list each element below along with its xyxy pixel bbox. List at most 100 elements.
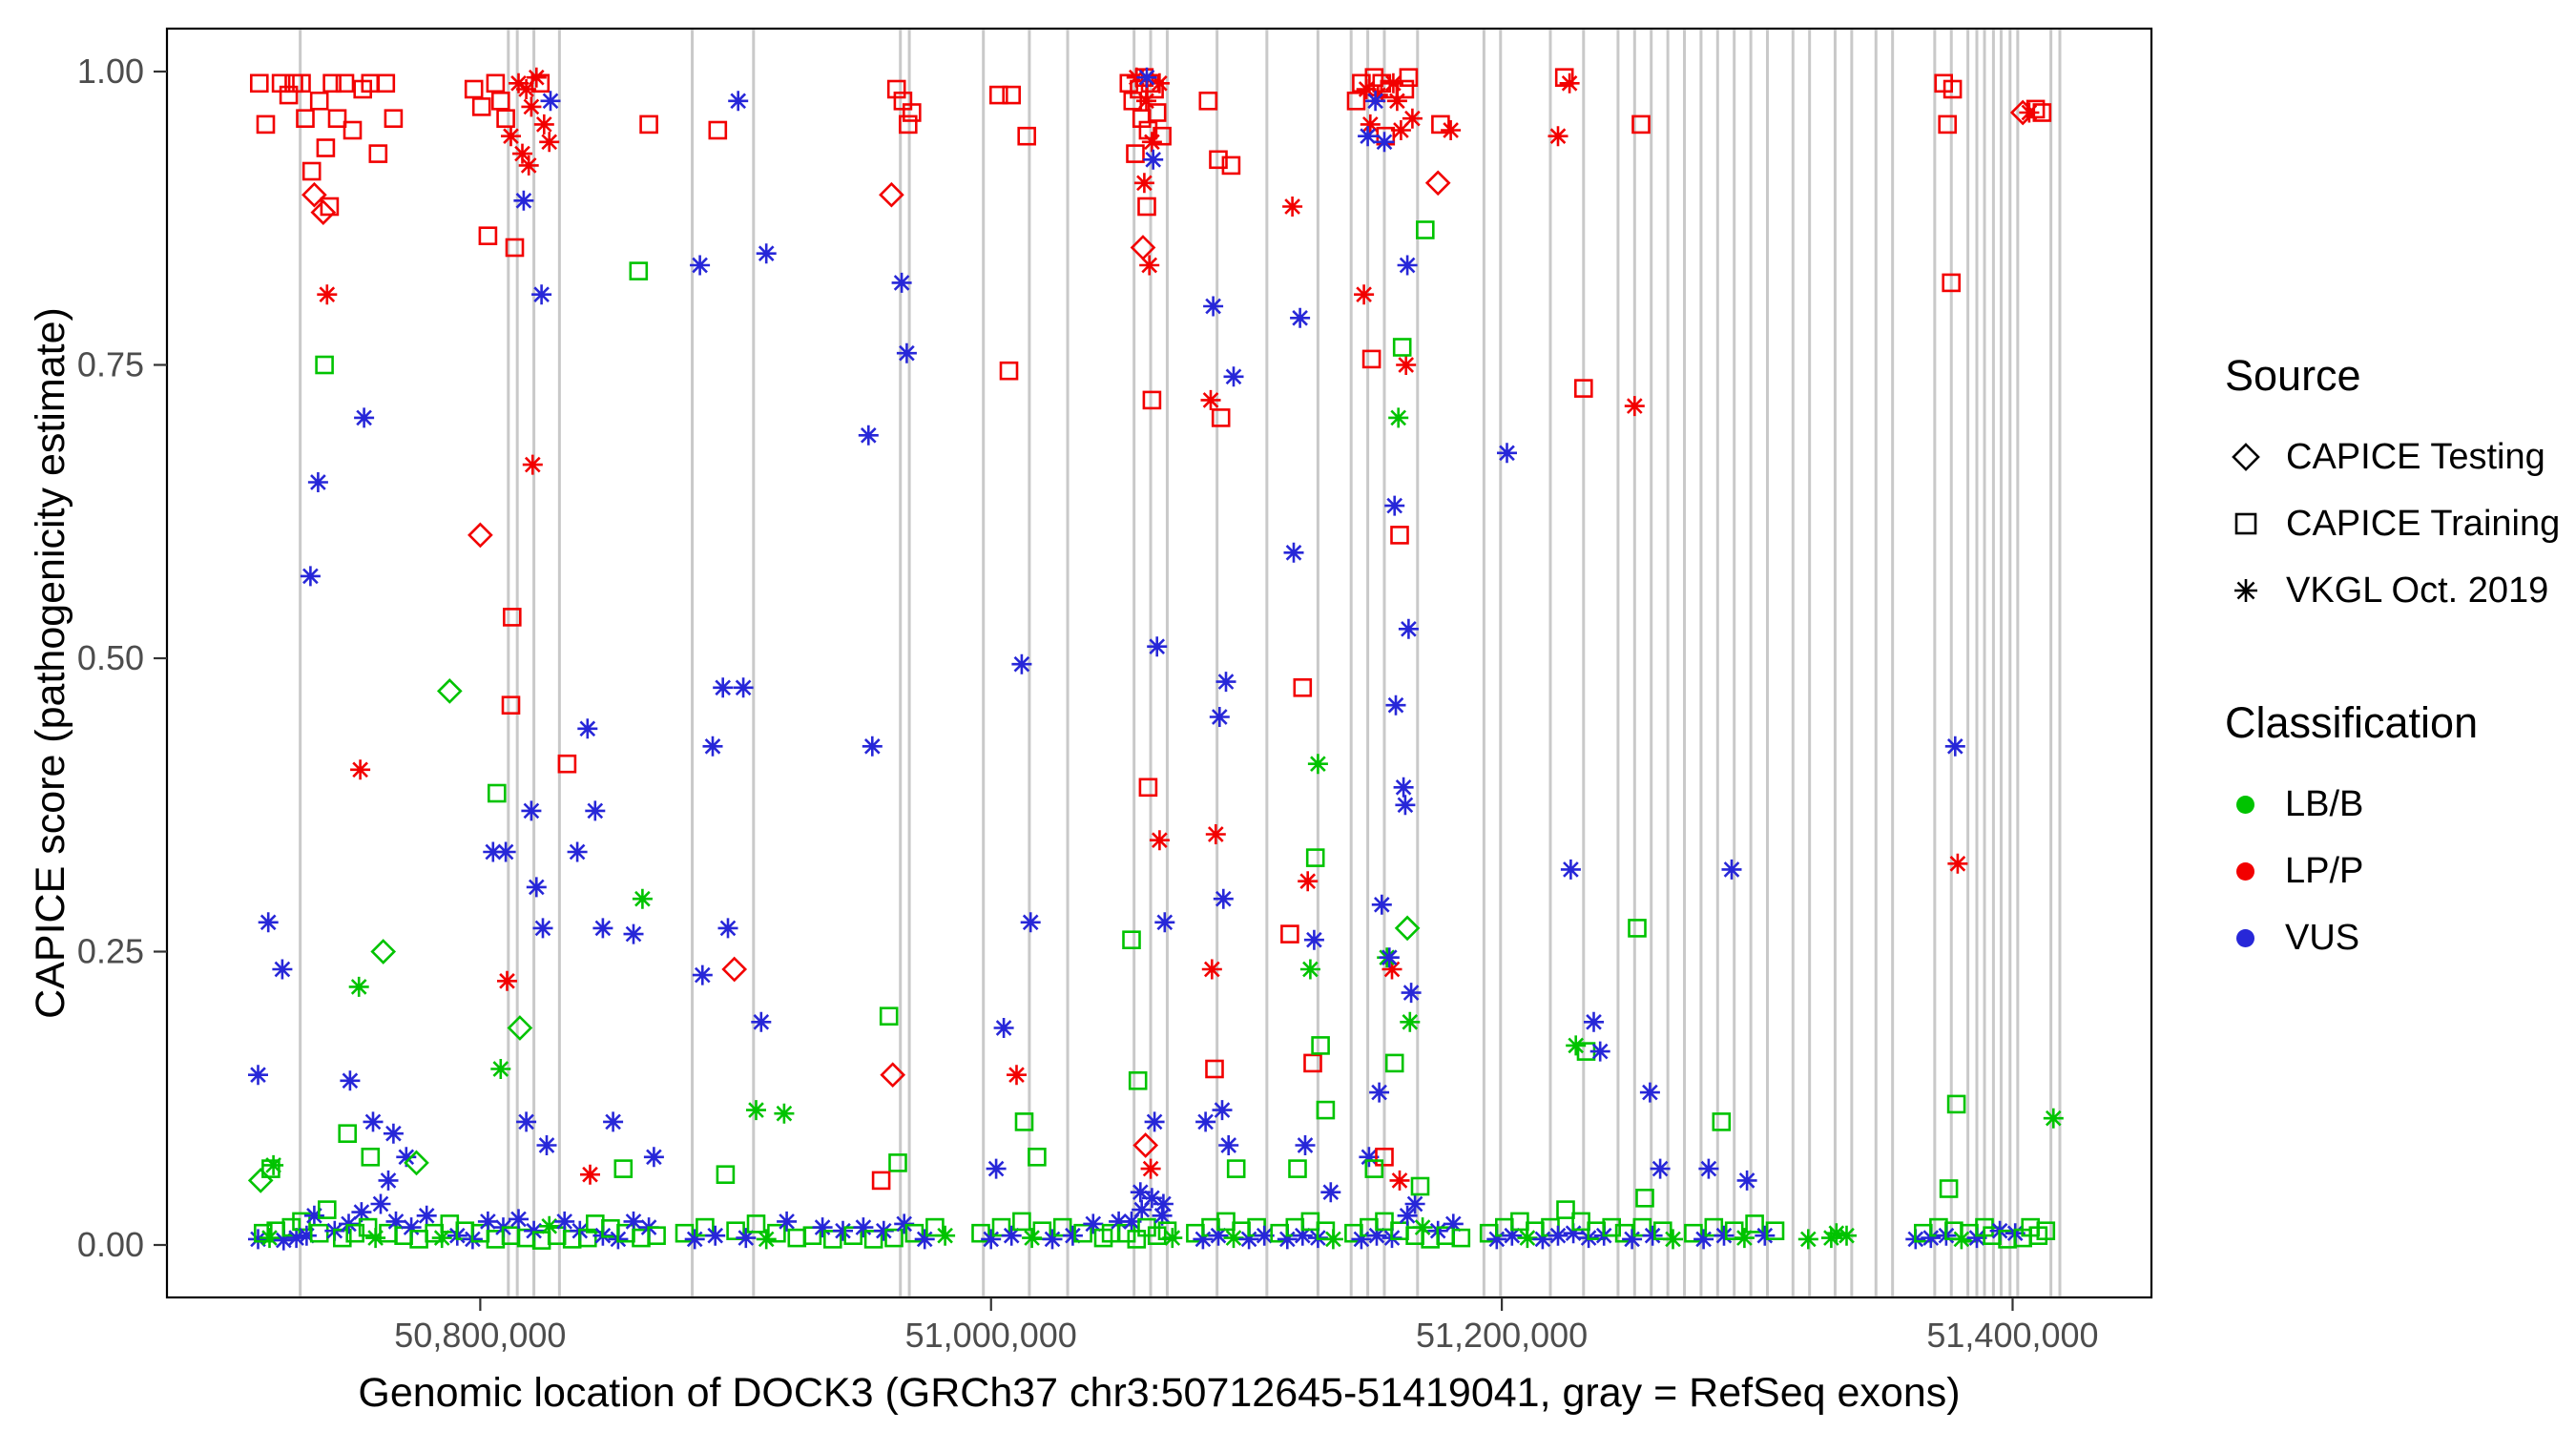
data-point <box>728 91 749 112</box>
data-point <box>777 1211 798 1232</box>
data-point <box>1141 132 1162 153</box>
data-point <box>490 1059 511 1079</box>
data-point <box>746 1100 766 1121</box>
legend-item-label: LP/P <box>2285 850 2364 891</box>
data-point <box>833 1220 853 1241</box>
data-point <box>1635 1189 1654 1208</box>
lpp-dot-icon <box>2236 861 2254 881</box>
data-point <box>1311 1036 1330 1055</box>
data-point <box>1745 1214 1764 1234</box>
data-point <box>1944 736 1965 757</box>
data-point <box>1290 307 1311 328</box>
data-point <box>1137 197 1156 217</box>
data-point <box>292 73 311 93</box>
data-point <box>1441 120 1462 140</box>
asterisk-icon <box>2234 579 2257 602</box>
data-point <box>1359 1147 1380 1168</box>
data-point <box>1141 1188 1162 1209</box>
data-point <box>1014 1112 1034 1131</box>
data-point <box>751 1011 772 1032</box>
data-point <box>1366 1225 1387 1246</box>
data-point <box>1393 777 1414 798</box>
data-point <box>1147 1226 1167 1245</box>
data-point <box>1280 924 1299 944</box>
data-point <box>1201 959 1222 980</box>
legend: Source CAPICE Testing CAPICE Training VK… <box>2225 351 2568 971</box>
data-point <box>1386 91 1407 112</box>
data-point <box>1073 1223 1092 1243</box>
data-point <box>383 1123 404 1144</box>
data-point <box>2032 103 2052 122</box>
data-point <box>886 79 906 99</box>
data-point <box>322 73 342 93</box>
data-point <box>1136 91 1156 112</box>
data-point <box>385 1211 406 1232</box>
legend-item-label: VKGL Oct. 2019 <box>2286 570 2549 611</box>
data-point <box>317 284 338 305</box>
data-point <box>1208 1225 1229 1246</box>
data-point <box>478 226 498 245</box>
data-point <box>1292 1225 1313 1246</box>
data-point <box>1209 150 1228 170</box>
data-point <box>490 92 510 111</box>
data-point <box>567 841 588 862</box>
data-point <box>1136 67 1157 88</box>
data-point <box>1369 1082 1390 1103</box>
data-point <box>1212 1100 1233 1121</box>
data-point <box>343 120 363 140</box>
legend-item-capice-training: CAPICE Training <box>2225 490 2568 557</box>
data-point <box>1451 1228 1471 1248</box>
data-point <box>1109 1211 1130 1232</box>
data-point <box>1128 1071 1148 1090</box>
data-point <box>354 407 375 428</box>
data-point <box>316 138 336 157</box>
data-point <box>365 1228 386 1249</box>
data-point <box>989 85 1008 105</box>
data-point <box>1083 1213 1104 1234</box>
data-point <box>702 736 723 757</box>
data-point <box>1147 103 1167 122</box>
data-point <box>1001 1225 1022 1246</box>
data-point <box>1351 1229 1372 1250</box>
data-point <box>1032 1221 1052 1240</box>
data-point <box>532 918 553 939</box>
data-point <box>1352 73 1371 93</box>
x-axis-title: Genomic location of DOCK3 (GRCh37 chr3:5… <box>358 1370 1961 1416</box>
x-tick-label: 51,400,000 <box>1926 1316 2098 1355</box>
y-tick-label: 0.75 <box>77 345 144 384</box>
data-point <box>309 92 329 111</box>
data-point <box>1367 85 1388 106</box>
data-point <box>690 255 711 276</box>
data-point <box>726 1221 745 1240</box>
data-point <box>1394 915 1421 942</box>
data-point <box>416 1205 437 1226</box>
data-point <box>486 73 506 93</box>
data-point <box>1374 132 1395 153</box>
data-point <box>1299 959 1320 980</box>
data-point <box>1223 366 1244 387</box>
x-tick-label: 51,000,000 <box>905 1316 1077 1355</box>
data-point <box>879 181 904 208</box>
data-point <box>705 1225 726 1246</box>
data-point <box>526 67 547 88</box>
data-point <box>307 472 328 492</box>
data-point <box>812 1217 833 1238</box>
data-point <box>879 1006 899 1026</box>
x-tick-label: 51,200,000 <box>1416 1316 1588 1355</box>
data-point <box>884 1228 904 1248</box>
data-point <box>1939 1179 1959 1198</box>
data-point <box>1011 653 1032 674</box>
data-point <box>1602 1217 1621 1237</box>
data-point <box>317 1200 337 1219</box>
data-point <box>557 754 577 774</box>
data-point <box>1320 1182 1341 1203</box>
data-point <box>716 1165 736 1184</box>
data-point <box>863 1230 883 1249</box>
data-point <box>1282 197 1303 217</box>
data-point <box>301 181 327 208</box>
data-point <box>1133 173 1154 194</box>
data-point <box>898 114 918 135</box>
data-point <box>1145 79 1164 99</box>
data-point <box>539 1215 560 1236</box>
data-point <box>1402 108 1423 129</box>
